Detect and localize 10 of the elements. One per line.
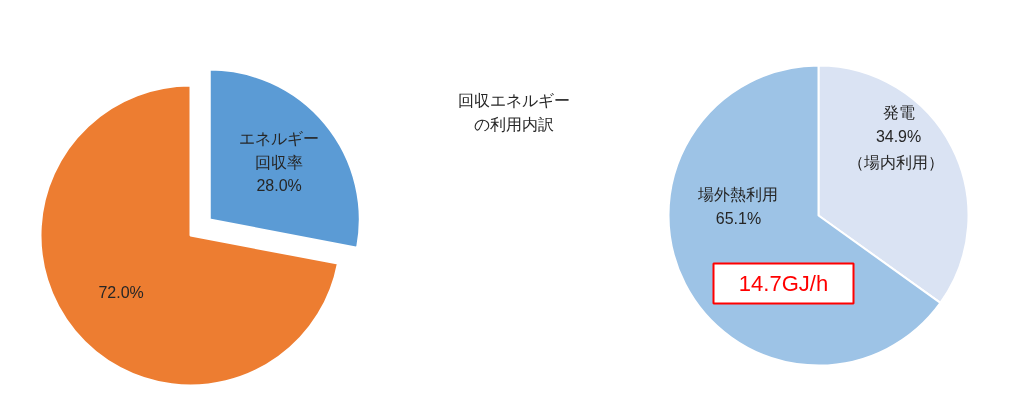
slice-label: 場外熱利用 [697,186,779,204]
text: 14.7GJ/h [738,271,829,296]
data-label: 72.0% [98,284,144,302]
data-label: 65.1% [715,210,762,228]
text: （場内利用） [847,154,944,171]
data-label: 28.0% [256,177,302,195]
data-label: 34.9% [875,127,922,145]
text: 回収エネルギーの利用内訳 [457,92,570,133]
slice-label: エネルギー回収率 [239,129,320,171]
slice-label: 発電 [882,103,915,121]
